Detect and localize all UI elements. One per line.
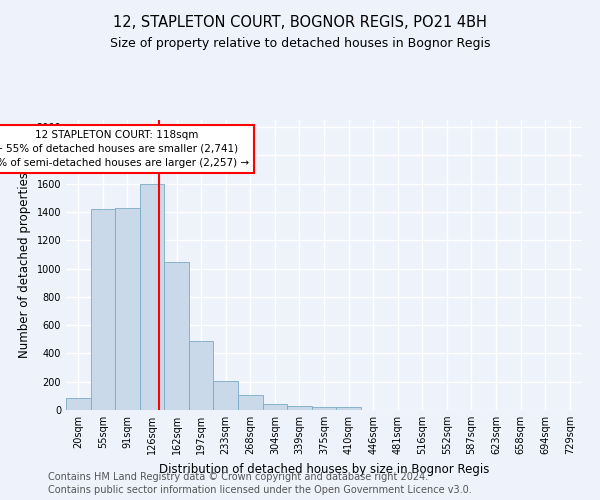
Bar: [66, 398, 91, 410]
Bar: [140, 184, 164, 410]
Bar: [115, 208, 140, 410]
Bar: [312, 407, 336, 410]
Bar: [238, 395, 263, 410]
Y-axis label: Number of detached properties: Number of detached properties: [18, 172, 31, 358]
Text: Contains HM Land Registry data © Crown copyright and database right 2024.
Contai: Contains HM Land Registry data © Crown c…: [48, 472, 472, 495]
Bar: [214, 381, 238, 410]
Bar: [189, 340, 214, 410]
Bar: [287, 406, 312, 410]
Text: 12 STAPLETON COURT: 118sqm
← 55% of detached houses are smaller (2,741)
45% of s: 12 STAPLETON COURT: 118sqm ← 55% of deta…: [0, 130, 249, 168]
Bar: [91, 209, 115, 410]
Bar: [336, 408, 361, 410]
Bar: [263, 404, 287, 410]
Bar: [164, 262, 189, 410]
Text: 12, STAPLETON COURT, BOGNOR REGIS, PO21 4BH: 12, STAPLETON COURT, BOGNOR REGIS, PO21 …: [113, 15, 487, 30]
X-axis label: Distribution of detached houses by size in Bognor Regis: Distribution of detached houses by size …: [159, 462, 489, 475]
Text: Size of property relative to detached houses in Bognor Regis: Size of property relative to detached ho…: [110, 38, 490, 51]
